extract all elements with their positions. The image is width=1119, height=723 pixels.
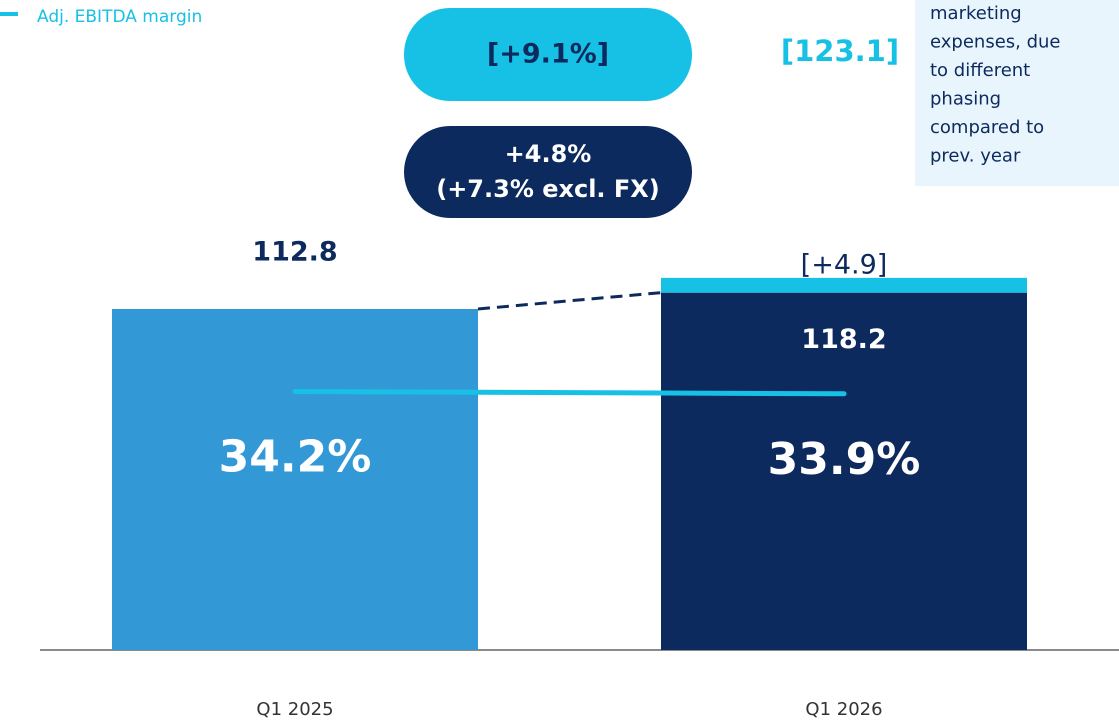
note-line: marketing	[930, 3, 1022, 24]
adjusted-total: [123.1]	[781, 34, 899, 68]
reported-growth: +4.8%	[505, 140, 592, 168]
note-line: to different	[930, 60, 1030, 81]
note-box	[915, 0, 1119, 186]
note-line: expenses, due	[930, 32, 1061, 53]
reported-growth-pill	[404, 126, 692, 218]
adjusted-growth-pill	[404, 8, 692, 101]
margin-label: 33.9%	[768, 434, 921, 485]
bar	[661, 292, 1027, 650]
increment-label: [+4.9]	[801, 249, 888, 280]
connector	[477, 291, 662, 311]
margin-label: 34.2%	[219, 432, 372, 483]
note-line: prev. year	[930, 146, 1021, 167]
note-line: phasing	[930, 89, 1001, 110]
margin-line	[292, 389, 847, 397]
legend-label: Adj. EBITDA margin	[37, 7, 202, 27]
value-label: 118.2	[801, 324, 886, 355]
adjusted-growth: [+9.1%]	[487, 39, 609, 70]
x-tick-label: Q1 2026	[805, 699, 882, 719]
x-tick-label: Q1 2025	[256, 699, 333, 719]
reported-growth-fx: (+7.3% excl. FX)	[436, 175, 660, 203]
bar	[112, 308, 478, 650]
increment-bar	[661, 277, 1027, 293]
value-label: 112.8	[252, 236, 337, 267]
note-line: compared to	[930, 117, 1044, 138]
